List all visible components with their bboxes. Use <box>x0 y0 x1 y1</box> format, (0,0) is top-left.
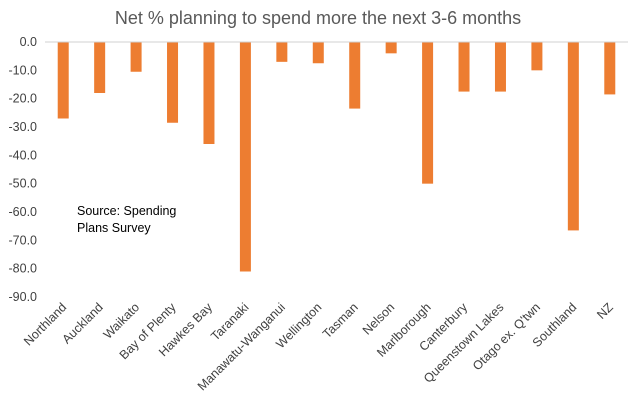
chart-title: Net % planning to spend more the next 3-… <box>115 8 521 28</box>
y-tick-label: -90.0 <box>9 290 38 304</box>
bar <box>567 42 579 231</box>
bar <box>167 42 179 123</box>
bar <box>239 42 251 272</box>
y-tick-label: -60.0 <box>9 205 38 219</box>
bar <box>130 42 142 72</box>
bar <box>385 42 397 54</box>
bar <box>94 42 106 93</box>
y-tick-label: -70.0 <box>9 233 38 247</box>
bar <box>57 42 69 119</box>
y-tick-label: -20.0 <box>9 92 38 106</box>
bar <box>312 42 324 64</box>
source-note: Source: Spending Plans Survey <box>77 204 176 235</box>
source-note-line-2: Plans Survey <box>77 221 151 235</box>
bar <box>422 42 434 184</box>
bar <box>276 42 288 62</box>
bar <box>203 42 215 144</box>
bar <box>531 42 543 71</box>
x-tick-label: NZ <box>594 300 616 322</box>
y-tick-label: -50.0 <box>9 177 38 191</box>
y-axis: 0.0 -10.0 -20.0 -30.0 -40.0 -50.0 -60.0 -70.0 -8… <box>9 35 38 304</box>
source-note-line-1: Source: Spending <box>77 204 176 218</box>
y-tick-label: 0.0 <box>20 35 37 49</box>
x-tick-label: Northland <box>21 300 69 348</box>
bar <box>458 42 470 92</box>
x-tick-label: Tasman <box>320 300 361 341</box>
x-tick-label: Auckland <box>60 300 106 346</box>
bar <box>604 42 616 95</box>
y-tick-label: -30.0 <box>9 120 38 134</box>
y-tick-label: -10.0 <box>9 63 38 77</box>
bar-series <box>45 41 628 272</box>
y-tick-label: -80.0 <box>9 262 38 276</box>
y-tick-label: -40.0 <box>9 148 38 162</box>
bar <box>494 42 506 92</box>
bar <box>349 42 361 109</box>
